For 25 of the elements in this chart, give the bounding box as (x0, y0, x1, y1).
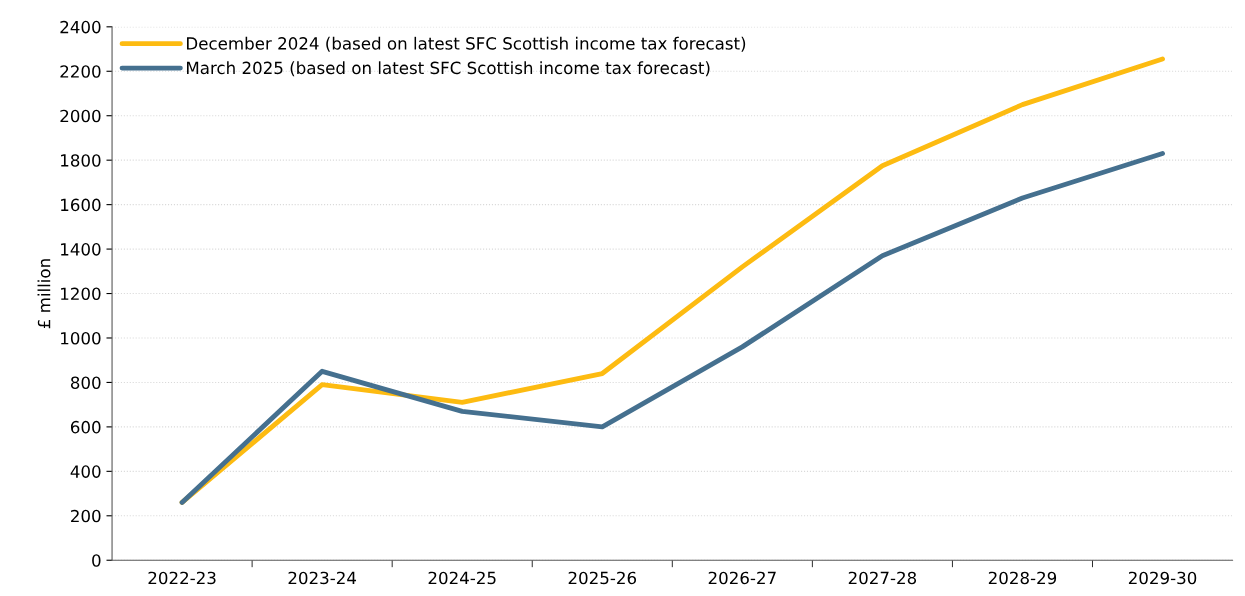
legend-label: December 2024 (based on latest SFC Scottish income tax forecast) (187, 36, 746, 52)
x-tick-label: 2023-24 (288, 571, 357, 585)
y-tick-label: 1800 (61, 154, 101, 167)
y-tick-label: 1000 (61, 331, 101, 345)
x-tick-label: 2027-28 (848, 571, 917, 585)
y-tick-label: 2000 (60, 109, 101, 123)
y-tick-label: 600 (70, 420, 101, 434)
y-tick-label: 800 (70, 376, 101, 389)
y-tick-label: 1400 (61, 243, 101, 256)
y-tick-label: 2200 (60, 65, 101, 78)
legend-label: March 2025 (based on latest SFC Scottish income tax forecast) (187, 61, 710, 77)
y-tick-label: 1200 (61, 287, 101, 301)
line-series (179, 151, 1165, 505)
y-axis-title: £ million (37, 259, 51, 329)
y-tick-label: 2400 (60, 20, 101, 34)
x-tick-label: 2025-26 (568, 571, 637, 585)
y-tick-label: 1600 (61, 198, 101, 212)
x-tick-label: 2022-23 (148, 571, 216, 585)
y-tick-label: 0 (92, 554, 101, 567)
x-tick-label: 2029-30 (1128, 571, 1197, 585)
y-tick-label: 400 (70, 465, 101, 478)
y-tick-label: 200 (71, 509, 101, 523)
x-tick-label: 2028-29 (988, 571, 1057, 585)
x-tick-label: 2026-27 (708, 571, 776, 585)
x-tick-label: 2024-25 (428, 571, 496, 585)
